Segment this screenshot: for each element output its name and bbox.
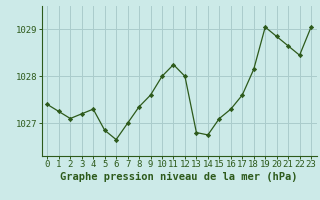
- X-axis label: Graphe pression niveau de la mer (hPa): Graphe pression niveau de la mer (hPa): [60, 172, 298, 182]
